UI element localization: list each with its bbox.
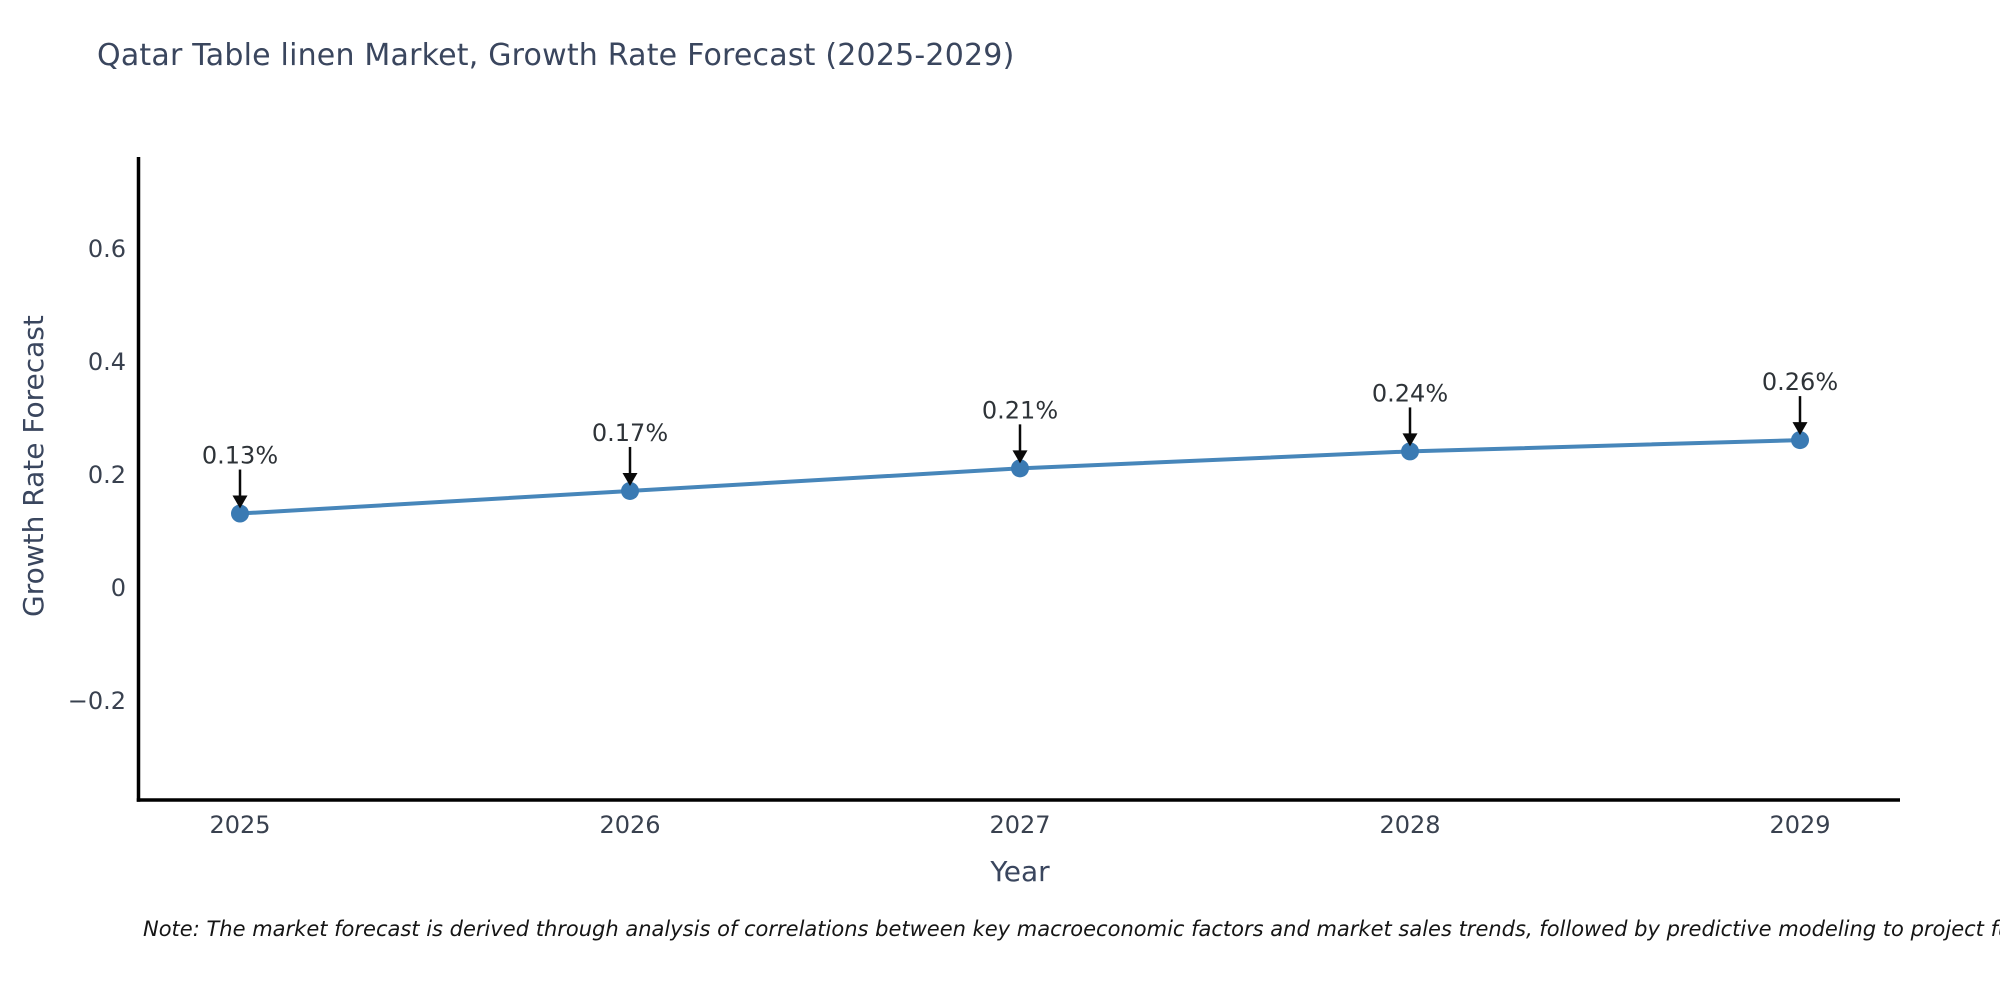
data-point-label: 0.24% — [1372, 379, 1448, 407]
data-point-marker — [621, 481, 639, 500]
data-point-marker — [1011, 459, 1029, 478]
x-tick-labels: 2025 2026 2027 2028 2029 — [209, 811, 1830, 839]
data-point-marker — [1791, 431, 1809, 450]
y-tick-label: 0 — [111, 574, 126, 602]
y-tick-labels: 0.6 0.4 0.2 0 −0.2 — [68, 235, 126, 715]
x-tick-label: 2028 — [1379, 811, 1440, 839]
x-tick-label: 2026 — [599, 811, 660, 839]
y-tick-label: 0.2 — [88, 461, 126, 489]
x-tick-label: 2025 — [209, 811, 270, 839]
x-tick-label: 2029 — [1769, 811, 1830, 839]
annotation-arrow-head — [1012, 450, 1028, 464]
y-tick-label: 0.6 — [88, 235, 126, 263]
data-point-label: 0.21% — [982, 396, 1058, 424]
data-point-label: 0.17% — [592, 419, 668, 447]
y-tick-label: −0.2 — [68, 687, 126, 715]
x-axis-title: Year — [990, 855, 1050, 888]
data-point-marker — [231, 504, 249, 523]
annotation-arrow-head — [232, 495, 248, 509]
footnote: Note: The market forecast is derived thr… — [143, 917, 2000, 941]
y-tick-label: 0.4 — [88, 348, 126, 376]
data-point-label: 0.13% — [202, 442, 278, 470]
annotation-arrow-head — [622, 472, 638, 486]
x-tick-label: 2027 — [989, 811, 1050, 839]
annotation-arrow-head — [1792, 422, 1808, 436]
chart-title: Qatar Table linen Market, Growth Rate Fo… — [97, 38, 1015, 73]
data-point-marker — [1401, 442, 1419, 461]
data-point-label: 0.26% — [1762, 368, 1838, 396]
annotation-arrow-head — [1402, 433, 1418, 447]
